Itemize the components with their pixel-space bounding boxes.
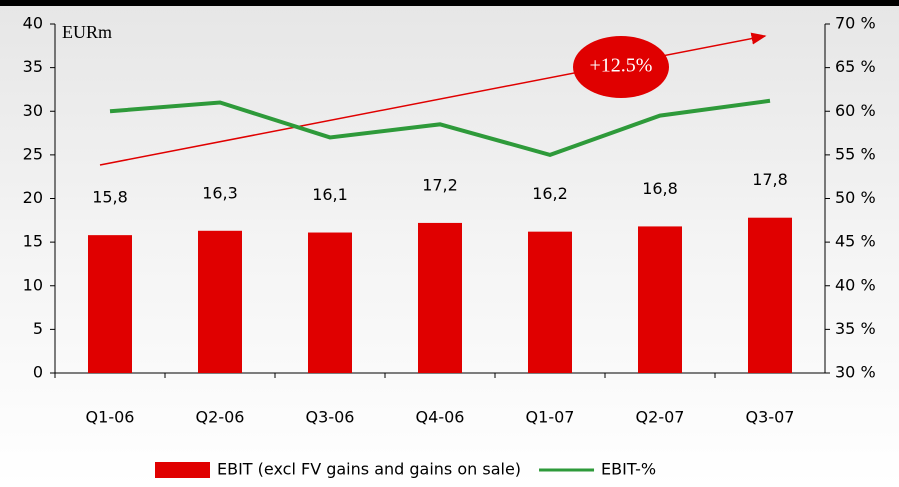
chart: EURm +12.5% 0 5 10 15 20 25 30 35 40 30 % 35 % 40 %… [0,0,899,487]
y-tick-label: 20 [23,188,43,207]
x-tick-label: Q4-06 [416,408,465,427]
unit-label: EURm [62,22,112,42]
value-label: 16,8 [642,179,678,198]
y2-tick-label: 60 % [835,101,876,120]
value-label: 17,8 [752,170,788,189]
bar [528,232,572,373]
x-tick-label: Q1-07 [526,408,575,427]
y-tick-label: 25 [23,144,43,163]
x-tick-label: Q2-06 [196,408,245,427]
value-label: 15,8 [92,188,128,207]
y2-tick-label: 65 % [835,57,876,76]
bar [198,231,242,373]
bar [418,223,462,373]
y-tick-label: 30 [23,101,43,120]
legend-label: EBIT-% [601,460,656,479]
y-tick-label: 5 [33,319,43,338]
bar [308,233,352,373]
x-tick-label: Q3-07 [746,408,795,427]
x-tick-label: Q2-07 [636,408,685,427]
x-tick-label: Q1-06 [86,408,135,427]
y-tick-label: 35 [23,57,43,76]
value-label: 17,2 [422,175,458,194]
annotation: +12.5% [590,55,653,77]
value-label: 16,1 [312,185,348,204]
value-label: 16,3 [202,183,238,202]
bar [88,235,132,373]
bar [748,218,792,373]
y2-tick-label: 50 % [835,188,876,207]
legend-label: EBIT (excl FV gains and gains on sale) [217,460,521,479]
y2-tick-label: 55 % [835,144,876,163]
y2-tick-label: 35 % [835,319,876,338]
legend-swatch [155,462,210,478]
y2-tick-label: 30 % [835,363,876,382]
y-tick-label: 0 [33,363,43,382]
page: EURm +12.5% 0 5 10 15 20 25 30 35 40 30 % 35 % 40 %… [0,0,899,487]
bar [638,226,682,373]
y2-tick-label: 45 % [835,232,876,251]
value-label: 16,2 [532,184,568,203]
y2-tick-label: 70 % [835,14,876,33]
y-tick-label: 10 [23,275,43,294]
y-tick-label: 40 [23,14,43,33]
top-bar [0,0,899,6]
y-tick-label: 15 [23,232,43,251]
y2-tick-label: 40 % [835,275,876,294]
x-tick-label: Q3-06 [306,408,355,427]
